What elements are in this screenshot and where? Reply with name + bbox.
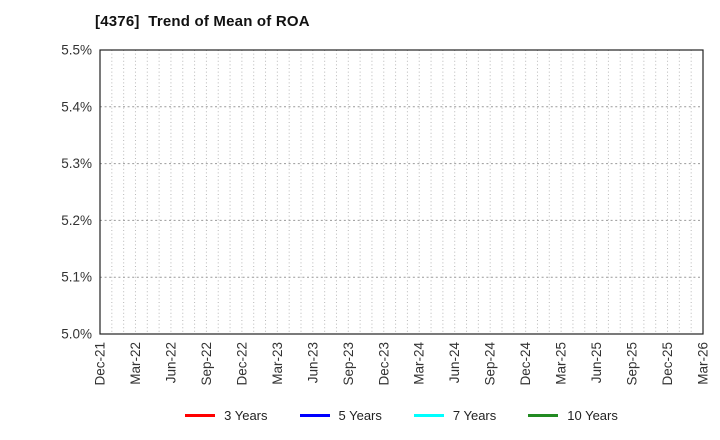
x-axis-tick-label: Mar-23 — [270, 342, 285, 385]
y-axis-tick-label: 5.3% — [61, 156, 92, 171]
chart-svg: 5.5% 5.4% 5.3% 5.2% 5.1% 5.0%Dec-21 Mar-22 Jun-… — [61, 43, 711, 386]
x-axis-tick-label: Jun-24 — [447, 342, 462, 384]
x-axis-tick-label: Sep-24 — [483, 342, 498, 386]
x-axis-tick-label: Sep-25 — [625, 342, 640, 386]
legend-item-5-years: 5 Years — [299, 407, 382, 423]
x-axis-tick-label: Dec-21 — [93, 342, 108, 386]
y-axis-tick-label: 5.5% — [61, 43, 92, 58]
x-axis-tick-label: Mar-22 — [128, 342, 143, 385]
legend-swatch-7-years — [413, 413, 444, 417]
chart-legend: 3 Years 5 Years 7 Years 10 Years — [100, 404, 703, 426]
y-axis-tick-label: 5.2% — [61, 213, 92, 228]
legend-item-7-years: 7 Years — [413, 407, 497, 423]
legend-swatch-5-years — [299, 413, 330, 417]
x-axis-tick-label: Mar-26 — [696, 342, 711, 385]
x-axis-tick-label: Jun-22 — [163, 342, 178, 383]
legend-label-3-years: 3 Years — [224, 407, 268, 423]
legend-swatch-10-years — [528, 413, 559, 417]
x-axis-tick-label: Dec-23 — [376, 342, 391, 386]
plot-border — [99, 49, 704, 335]
chart-title: [4376] Trend of Mean of ROA — [95, 13, 310, 30]
x-axis-tick-label: Mar-25 — [554, 342, 569, 385]
y-axis-tick-label: 5.1% — [61, 270, 92, 285]
legend-label-10-years: 10 Years — [567, 407, 618, 423]
legend-item-3-years: 3 Years — [185, 407, 268, 423]
legend-swatch-3-years — [185, 413, 216, 417]
x-axis-tick-label: Dec-22 — [234, 342, 249, 386]
x-axis-tick-label: Mar-24 — [412, 342, 427, 385]
x-axis-tick-label: Dec-25 — [660, 342, 675, 386]
x-axis-tick-label: Dec-24 — [518, 342, 533, 386]
y-axis-tick-label: 5.0% — [61, 327, 92, 342]
legend-label-7-years: 7 Years — [452, 407, 497, 423]
y-axis-tick-label: 5.4% — [61, 99, 92, 114]
x-axis-tick-label: Sep-22 — [199, 342, 214, 386]
legend-label-5-years: 5 Years — [338, 407, 382, 423]
x-axis-tick-label: Jun-25 — [589, 342, 604, 383]
legend-item-10-years: 10 Years — [528, 408, 618, 423]
x-axis-tick-label: Sep-23 — [341, 342, 356, 386]
x-axis-tick-label: Jun-23 — [305, 342, 320, 383]
